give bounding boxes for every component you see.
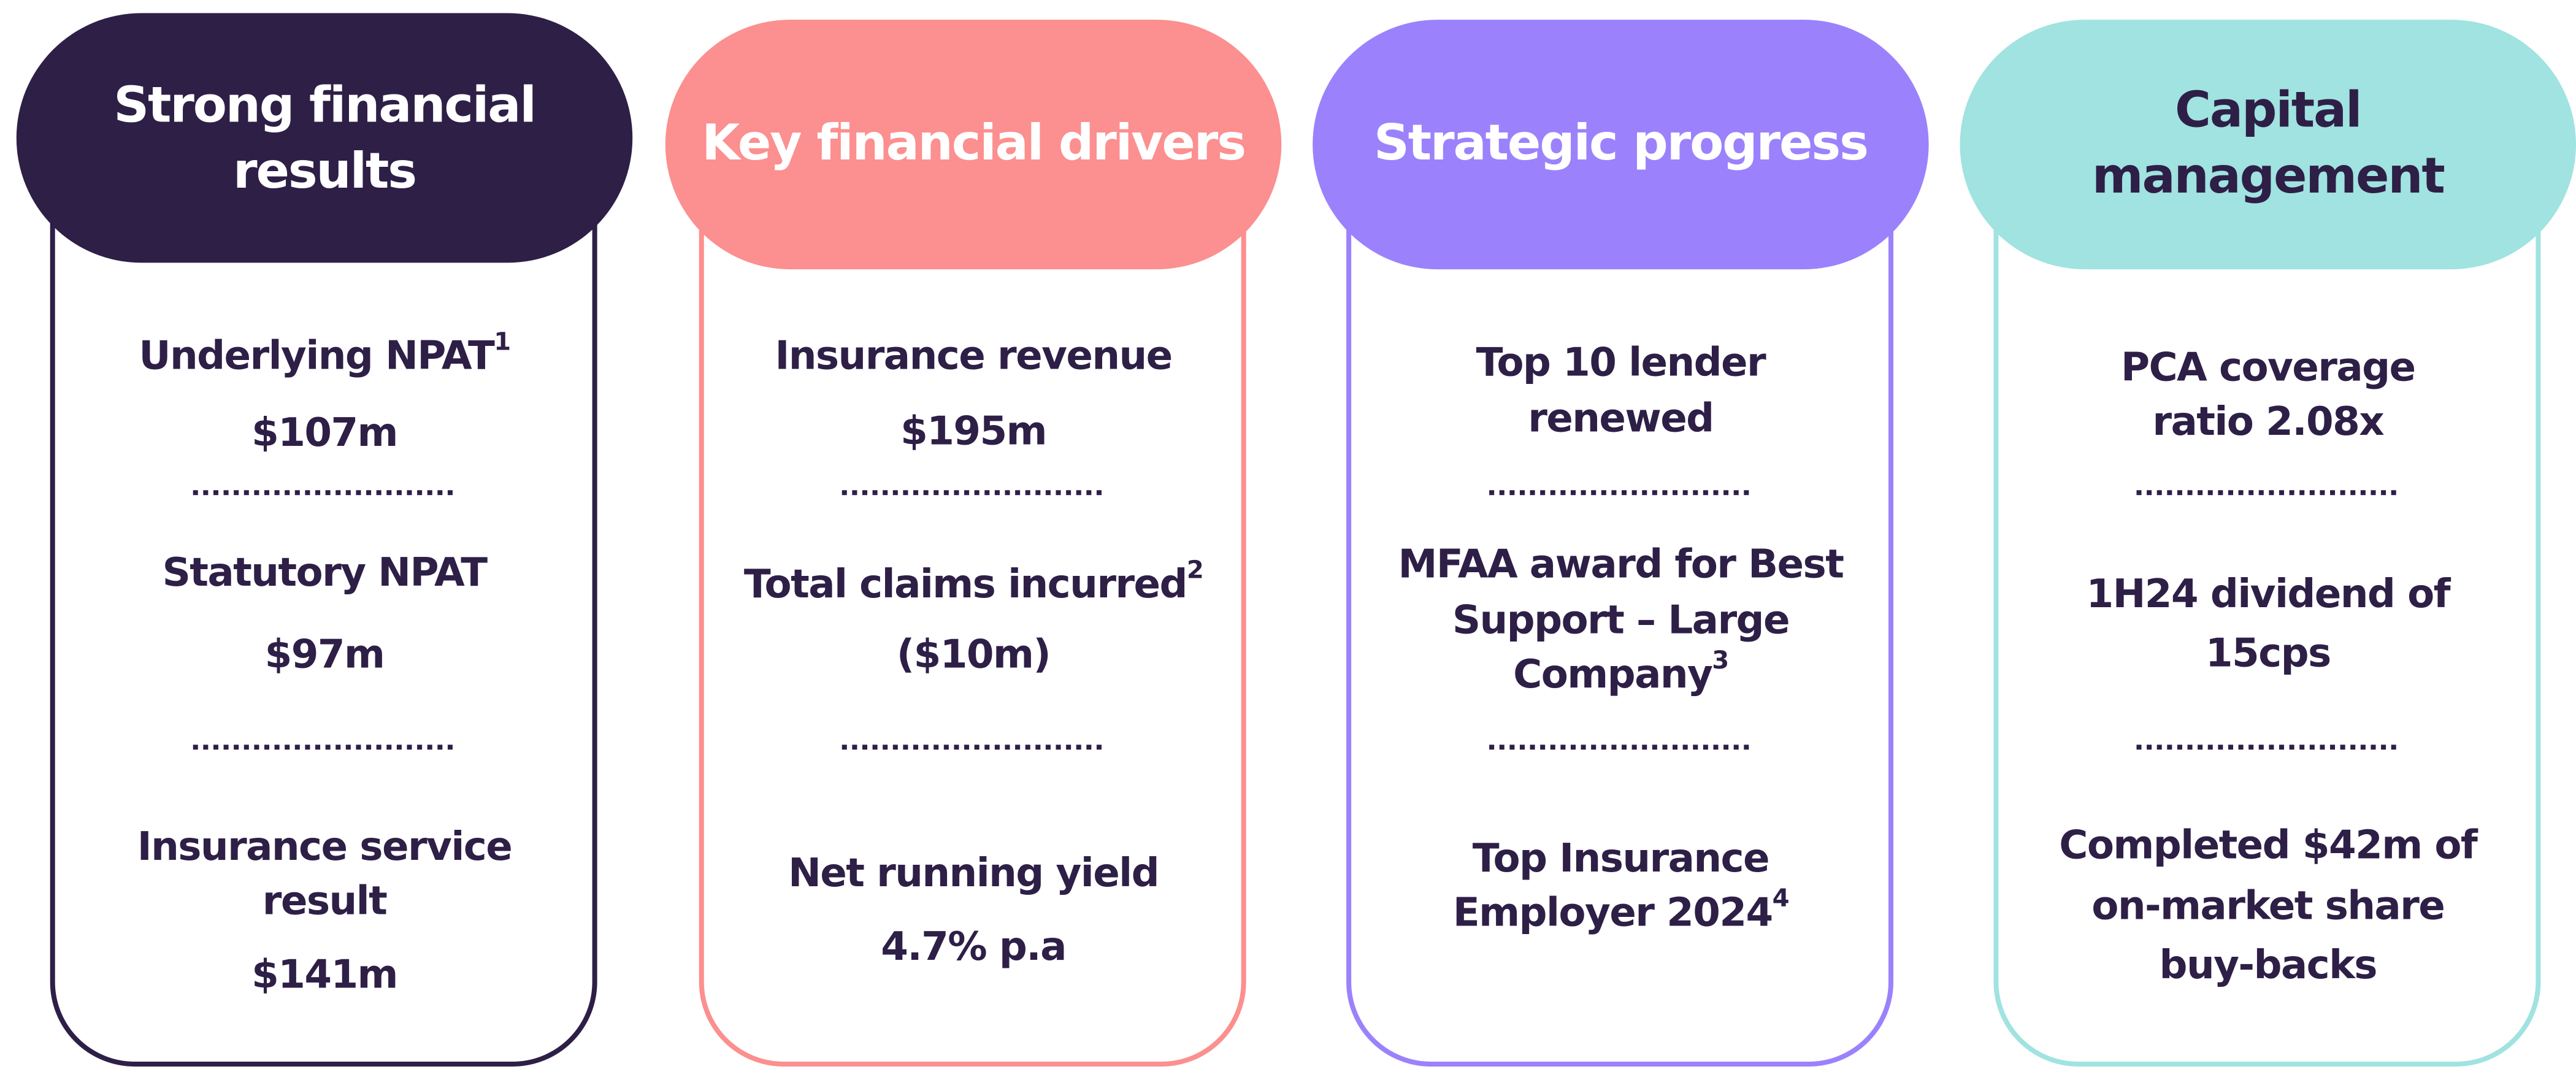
label-text: 1H24 dividend of (2087, 570, 2451, 616)
header-title: Strong financial (113, 76, 535, 134)
header-title: management (2092, 147, 2444, 204)
item-label: Support – Large (1452, 597, 1789, 643)
header-title: Strategic progress (1374, 113, 1868, 171)
label-text: Support – Large (1452, 597, 1789, 643)
header-pill (16, 13, 633, 263)
item-value: $195m (900, 408, 1046, 454)
item-label: Top 10 lender (1476, 339, 1766, 385)
column: Capital management PCA coverage ratio 2.08x… (1960, 20, 2576, 1067)
item-label: Completed $42m of (2059, 822, 2478, 868)
header-pill (1313, 20, 1929, 270)
item-label: Net running yield (788, 850, 1159, 896)
item-label: Underlying NPAT1 (139, 328, 510, 379)
card-outline (1346, 213, 1894, 1067)
item-value: $141m (251, 952, 397, 998)
label-text: Top 10 lender (1476, 339, 1766, 385)
header-title: results (233, 142, 416, 199)
item-label: buy-backs (2160, 942, 2377, 988)
item-value: $107m (251, 410, 397, 456)
label-text: Net running yield (788, 850, 1159, 896)
label-text: Company (1513, 651, 1712, 697)
header-title: Key financial drivers (702, 113, 1245, 171)
label-text: Underlying NPAT (139, 332, 495, 378)
header-pill (1960, 20, 2576, 270)
label-text: Employer 2024 (1453, 889, 1773, 935)
item-label: PCA coverage (2121, 344, 2415, 390)
column: Strong financial results Underlying NPAT1 $… (16, 13, 633, 1067)
card-outline (1993, 213, 2541, 1067)
footnote-marker: 3 (1712, 646, 1728, 675)
header-title: Capital (2175, 81, 2361, 139)
label-text: PCA coverage (2121, 344, 2415, 390)
item-label: Company3 (1513, 646, 1728, 697)
label-text: 15cps (2206, 630, 2331, 676)
label-text: buy-backs (2160, 942, 2377, 988)
footnote-marker: 2 (1187, 556, 1203, 584)
item-label: Insurance revenue (775, 332, 1171, 378)
label-text: result (263, 878, 387, 924)
column: Key financial drivers Insurance revenue $1… (665, 20, 1282, 1067)
label-text: ratio 2.08x (2152, 398, 2384, 444)
item-label: renewed (1528, 395, 1713, 441)
label-text: Top Insurance (1473, 835, 1769, 881)
footnote-marker: 4 (1773, 884, 1789, 913)
item-label: result (263, 878, 387, 924)
column: Strategic progress Top 10 lender renewed MF… (1313, 20, 1929, 1067)
footnote-marker: 1 (494, 328, 510, 356)
item-label: Insurance service (137, 824, 512, 870)
item-label: 15cps (2206, 630, 2331, 676)
item-label: Employer 20244 (1453, 884, 1789, 935)
label-text: Total claims incurred (744, 561, 1187, 607)
item-value: ($10m) (897, 632, 1050, 678)
label-text: MFAA award for Best (1398, 541, 1844, 587)
item-label: ratio 2.08x (2152, 398, 2384, 444)
label-text: renewed (1528, 395, 1713, 441)
item-label: MFAA award for Best (1398, 541, 1844, 587)
item-label: Statutory NPAT (163, 550, 488, 596)
item-label: 1H24 dividend of (2087, 570, 2451, 616)
label-text: Completed $42m of (2059, 822, 2478, 868)
label-text: Insurance revenue (775, 332, 1171, 378)
item-label: Total claims incurred2 (744, 556, 1203, 607)
item-value: $97m (265, 632, 385, 678)
label-text: Statutory NPAT (163, 550, 488, 596)
header-pill (665, 20, 1282, 270)
card-outline (50, 213, 597, 1067)
label-text: on-market share (2091, 883, 2444, 929)
card-outline (699, 213, 1246, 1067)
item-value: 4.7% p.a (881, 924, 1066, 970)
label-text: Insurance service (137, 824, 512, 870)
item-label: Top Insurance (1473, 835, 1769, 881)
item-label: on-market share (2091, 883, 2444, 929)
